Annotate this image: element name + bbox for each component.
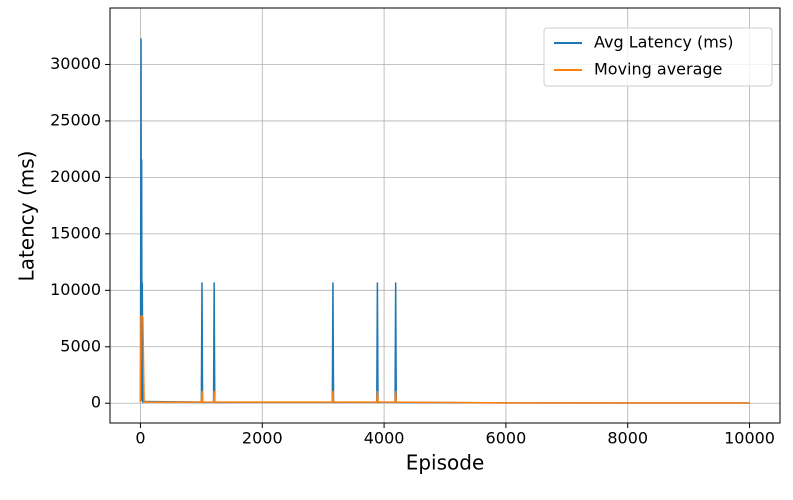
line-series — [139, 38, 750, 404]
x-tick-label: 10000 — [724, 429, 775, 448]
x-tick-label: 6000 — [486, 429, 527, 448]
x-tick-label: 4000 — [364, 429, 405, 448]
y-tick-label: 20000 — [50, 167, 101, 186]
y-tick-label: 25000 — [50, 110, 101, 129]
x-axis-label: Episode — [406, 451, 485, 475]
y-tick-label: 10000 — [50, 280, 101, 299]
plot-frame — [109, 7, 781, 424]
legend-label: Moving average — [594, 60, 722, 79]
y-tick-label: 5000 — [60, 336, 101, 355]
line-series — [139, 315, 750, 404]
y-tick-label: 30000 — [50, 54, 101, 73]
y-tick-label: 0 — [91, 393, 101, 412]
y-axis-label: Latency (ms) — [15, 151, 39, 282]
y-tick-label: 15000 — [50, 223, 101, 242]
x-tick-label: 8000 — [607, 429, 648, 448]
x-tick-label: 0 — [135, 429, 145, 448]
legend-label: Avg Latency (ms) — [594, 33, 733, 52]
x-tick-label: 2000 — [242, 429, 283, 448]
legend-box — [543, 27, 773, 87]
